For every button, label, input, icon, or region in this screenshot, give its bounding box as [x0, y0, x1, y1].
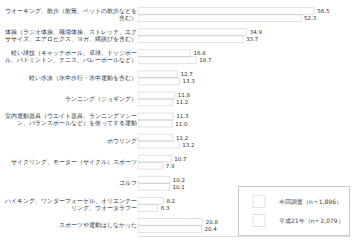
- svg-text:スポーツや運動はしなかった: スポーツや運動はしなかった: [59, 222, 137, 229]
- svg-text:18.7: 18.7: [199, 57, 212, 63]
- svg-text:12.7: 12.7: [181, 71, 194, 77]
- svg-text:サイクリング、モーター（サイクル）スポーツ: サイクリング、モーター（サイクル）スポーツ: [11, 159, 137, 166]
- svg-text:20.4: 20.4: [205, 226, 218, 232]
- svg-text:ボウリング: ボウリング: [107, 138, 138, 144]
- svg-text:今回調査（n＝1,896）: 今回調査（n＝1,896）: [279, 198, 342, 206]
- svg-text:ゴルフ: ゴルフ: [119, 180, 137, 186]
- svg-text:11.2: 11.2: [176, 99, 188, 105]
- svg-text:11.2: 11.2: [176, 135, 188, 141]
- svg-text:ハイキング、ワンダーフォーゲル、オリエンテーリング、ウオータ: ハイキング、ワンダーフォーゲル、オリエンテーリング、ウオータラフー: [4, 198, 137, 211]
- svg-text:軽い球技（キャッチボール、卓球、ドッジボール、バドミントン、: 軽い球技（キャッチボール、卓球、ドッジボール、バドミントン、テニス、バレーボール…: [5, 50, 137, 64]
- svg-text:13.3: 13.3: [182, 78, 195, 84]
- svg-text:33.7: 33.7: [246, 36, 259, 42]
- svg-text:軽い水泳（水中歩行・水中運動を含む）: 軽い水泳（水中歩行・水中運動を含む）: [29, 74, 137, 82]
- svg-text:52.3: 52.3: [304, 15, 317, 21]
- svg-text:ウオーキング、散歩（散策、ペットの散歩などを含む）: ウオーキング、散歩（散策、ペットの散歩などを含む）: [5, 8, 137, 22]
- svg-text:11.3: 11.3: [176, 113, 189, 119]
- svg-text:13.2: 13.2: [182, 142, 194, 148]
- svg-text:6.3: 6.3: [161, 205, 170, 211]
- svg-text:11.0: 11.0: [175, 121, 188, 127]
- svg-text:56.5: 56.5: [317, 8, 330, 14]
- svg-text:室内運動器具（ウエイト器具、ランニングマシーン、バランスボー: 室内運動器具（ウエイト器具、ランニングマシーン、バランスボールなど）を使ってする…: [5, 112, 137, 127]
- svg-text:ランニング（ジョギング）: ランニング（ジョギング）: [65, 96, 137, 103]
- svg-text:16.8: 16.8: [193, 50, 206, 56]
- svg-text:34.9: 34.9: [250, 29, 263, 35]
- svg-text:平成21年（n＝2,079）: 平成21年（n＝2,079）: [279, 217, 344, 225]
- svg-text:11.8: 11.8: [178, 92, 191, 98]
- svg-text:10.2: 10.2: [173, 177, 185, 183]
- svg-text:8.2: 8.2: [167, 198, 176, 204]
- svg-text:20.8: 20.8: [206, 219, 219, 225]
- svg-text:7.9: 7.9: [166, 163, 175, 169]
- svg-text:体操（ラジオ体操、職場体操、ストレッチ、エクササイズ、エアロ: 体操（ラジオ体操、職場体操、ストレッチ、エクササイズ、エアロビクス、ヨガ、縄跳び…: [5, 28, 137, 43]
- svg-text:10.7: 10.7: [174, 156, 187, 162]
- svg-text:10.1: 10.1: [172, 184, 184, 190]
